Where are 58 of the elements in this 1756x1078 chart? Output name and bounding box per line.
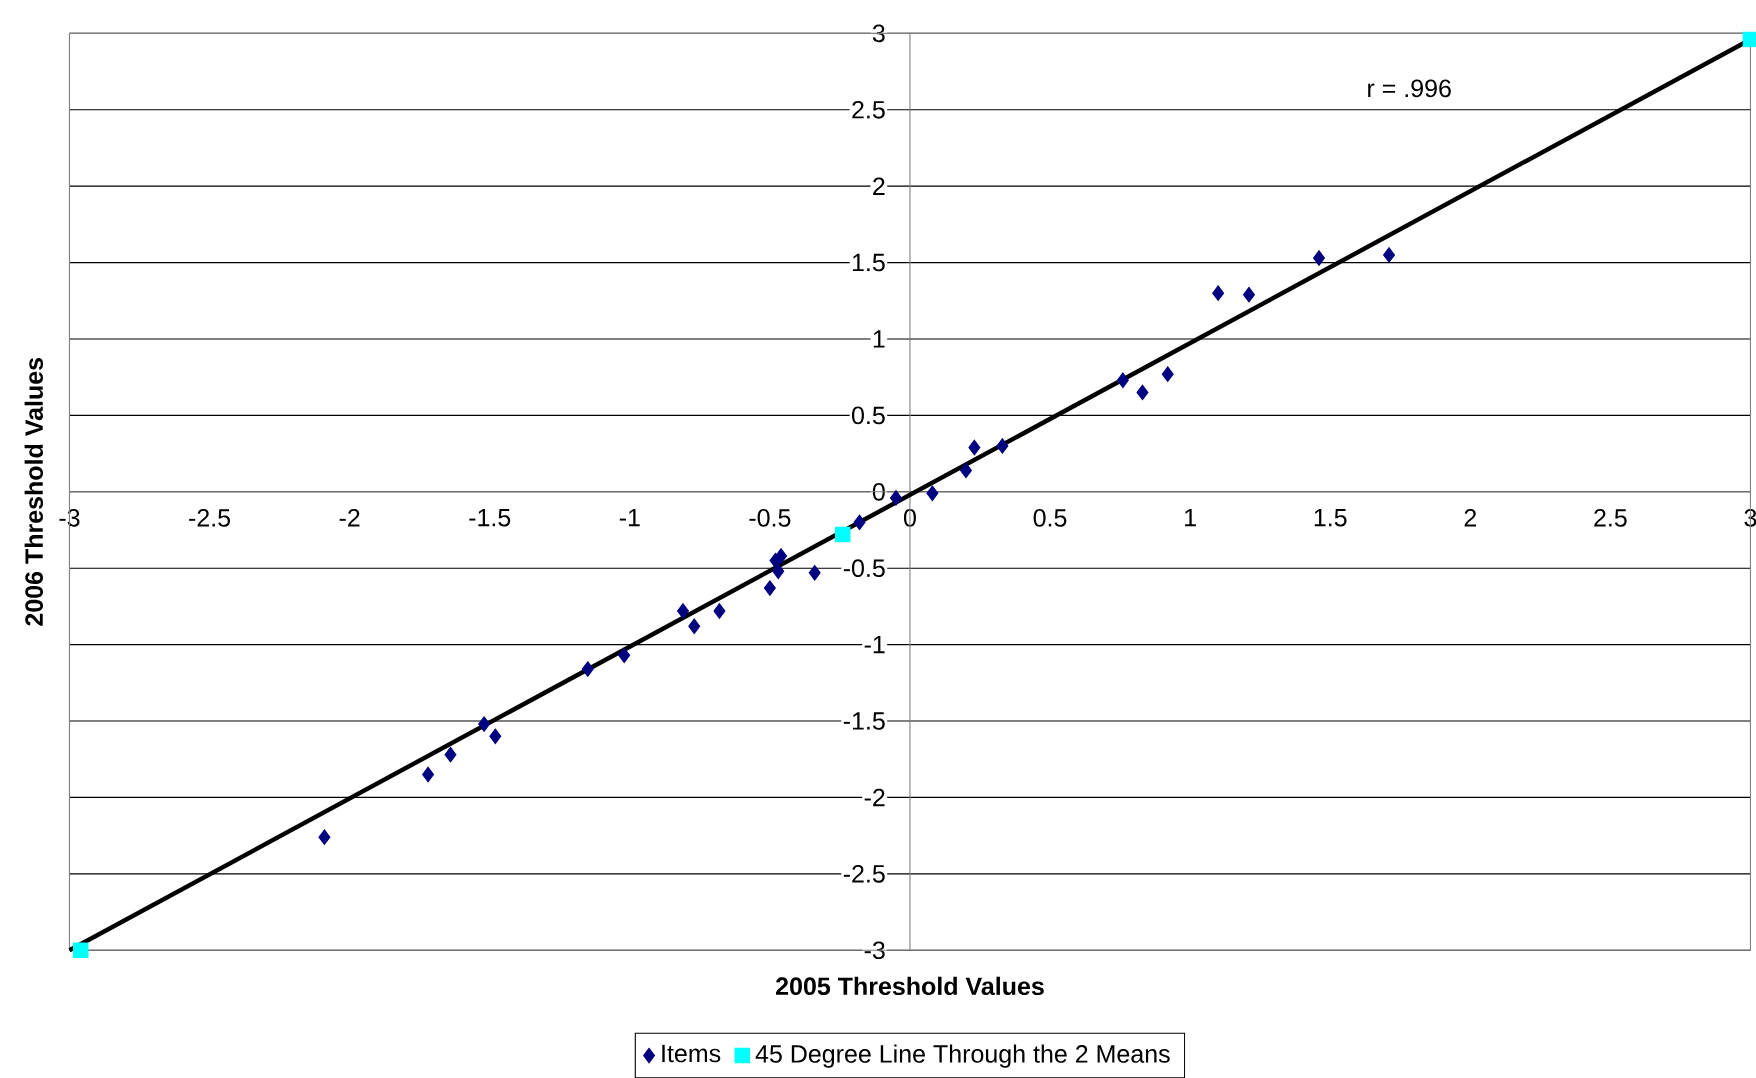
y-tick-label: -3 <box>864 941 885 960</box>
point <box>489 728 502 745</box>
x-tick-label: -2.5 <box>189 508 231 527</box>
point <box>926 485 939 502</box>
point <box>853 514 866 531</box>
legend-label: 45 Degree Line Through the 2 Means <box>755 1044 1170 1068</box>
y-tick-label: -2 <box>864 788 885 807</box>
point <box>968 439 981 456</box>
y-tick-label: -2.5 <box>843 864 885 883</box>
point <box>688 618 701 635</box>
point <box>1313 250 1325 266</box>
point <box>772 563 785 580</box>
point <box>996 438 1009 454</box>
point <box>1242 286 1255 303</box>
x-tick-label: 1 <box>1185 508 1196 527</box>
point <box>834 526 851 543</box>
y-tick-label: -1.5 <box>843 712 885 730</box>
x-tick-label: -2 <box>339 508 360 527</box>
y-tick-label: -1 <box>864 635 885 654</box>
y-tick-label: 0 <box>872 482 885 501</box>
point <box>444 746 457 763</box>
annotation: r = .996 <box>1368 79 1451 98</box>
point <box>1136 384 1149 401</box>
point <box>1212 285 1225 301</box>
y-axis-title: 2006 Threshold Values <box>24 357 43 626</box>
point <box>422 766 435 783</box>
y-tick-label: 2.5 <box>852 100 885 119</box>
point <box>775 548 788 564</box>
point <box>1116 372 1129 389</box>
x-axis-title: 2005 Threshold Values <box>776 976 1044 996</box>
point <box>1161 366 1174 382</box>
y-tick-label: 1.5 <box>852 253 885 272</box>
point <box>960 462 972 479</box>
point <box>677 603 689 619</box>
point <box>713 603 726 619</box>
point <box>478 716 491 732</box>
legend-label: Items <box>662 1044 721 1063</box>
point <box>318 829 331 845</box>
point <box>72 942 89 959</box>
x-tick-label: 0 <box>903 508 916 527</box>
point <box>763 580 776 596</box>
point <box>618 647 631 664</box>
y-tick-label: -0.5 <box>843 559 885 578</box>
x-tick-label: 0.5 <box>1033 508 1067 527</box>
y-tick-label: 2 <box>873 177 885 195</box>
x-tick-label: -0.5 <box>749 508 791 527</box>
x-tick-label: -1 <box>619 508 640 527</box>
y-tick-label: 3 <box>872 24 885 43</box>
x-tick-label: 2.5 <box>1594 508 1627 527</box>
x-tick-label: -1.5 <box>469 508 511 527</box>
y-tick-label: 1 <box>873 330 885 348</box>
point <box>808 564 821 581</box>
x-tick-label: 1.5 <box>1314 508 1347 527</box>
x-tick-label: 2 <box>1464 508 1476 527</box>
y-tick-label: 0.5 <box>851 406 885 425</box>
point <box>581 661 594 677</box>
point <box>1383 247 1396 263</box>
point <box>889 490 902 506</box>
